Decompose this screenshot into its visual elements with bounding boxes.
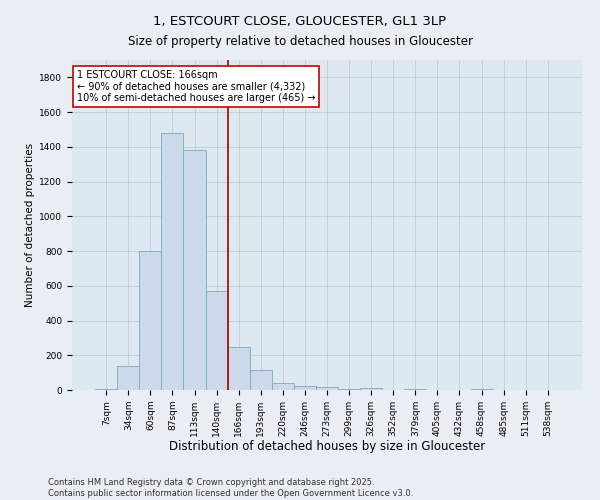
Bar	[139, 251, 161, 390]
Bar	[404, 389, 427, 390]
Bar	[338, 389, 360, 390]
Bar	[227, 346, 250, 390]
Bar	[95, 389, 117, 390]
Bar	[117, 366, 139, 390]
Bar	[161, 133, 184, 390]
Text: 1 ESTCOURT CLOSE: 166sqm
← 90% of detached houses are smaller (4,332)
10% of sem: 1 ESTCOURT CLOSE: 166sqm ← 90% of detach…	[77, 70, 316, 103]
Bar	[316, 388, 338, 390]
Text: Contains HM Land Registry data © Crown copyright and database right 2025.
Contai: Contains HM Land Registry data © Crown c…	[48, 478, 413, 498]
Bar	[272, 383, 294, 390]
Y-axis label: Number of detached properties: Number of detached properties	[25, 143, 35, 307]
Bar	[184, 150, 206, 390]
Bar	[206, 291, 227, 390]
Bar	[250, 370, 272, 390]
Bar	[470, 389, 493, 390]
Bar	[360, 388, 382, 390]
Text: Size of property relative to detached houses in Gloucester: Size of property relative to detached ho…	[128, 35, 473, 48]
X-axis label: Distribution of detached houses by size in Gloucester: Distribution of detached houses by size …	[169, 440, 485, 454]
Text: 1, ESTCOURT CLOSE, GLOUCESTER, GL1 3LP: 1, ESTCOURT CLOSE, GLOUCESTER, GL1 3LP	[154, 15, 446, 28]
Bar	[294, 386, 316, 390]
